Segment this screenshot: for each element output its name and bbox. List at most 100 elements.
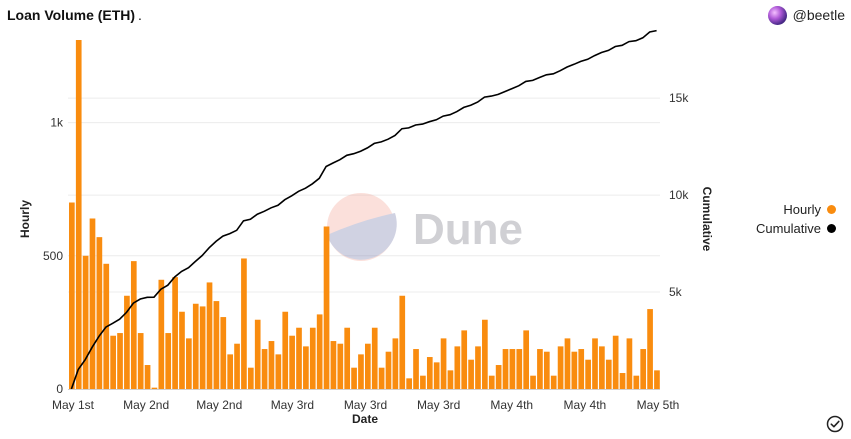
bar — [509, 349, 516, 389]
bar — [502, 349, 509, 389]
x-tick-label: May 1st — [52, 398, 95, 412]
bar — [69, 202, 75, 389]
bar — [165, 333, 172, 389]
bar — [199, 306, 206, 389]
x-tick-label: May 3rd — [344, 398, 387, 412]
bar — [337, 343, 344, 389]
bar — [564, 338, 571, 389]
bar — [413, 349, 419, 389]
dune-watermark: Dune — [327, 193, 523, 261]
bar — [599, 346, 605, 389]
y-right-tick-label: 5k — [669, 285, 683, 299]
chart-header: Loan Volume (ETH) . @beetle — [0, 0, 851, 32]
bar — [392, 338, 399, 389]
legend: Hourly Cumulative — [700, 200, 836, 238]
bar — [220, 317, 227, 389]
bar — [461, 330, 468, 389]
username: @beetle — [792, 7, 845, 23]
title-suffix: . — [138, 7, 142, 23]
bar — [578, 349, 585, 389]
bar — [571, 351, 578, 389]
bar — [550, 375, 557, 389]
bar — [612, 335, 619, 389]
bar — [130, 261, 137, 389]
bar — [468, 359, 474, 389]
bar — [647, 309, 653, 389]
cumulative-line — [70, 29, 657, 390]
bar — [365, 343, 371, 389]
bar — [303, 346, 309, 389]
bar — [488, 375, 495, 389]
bar — [633, 375, 640, 389]
y-right-tick-label: 10k — [669, 188, 689, 202]
bar — [172, 277, 178, 389]
y-left-axis-title: Hourly — [18, 200, 32, 238]
user-badge[interactable]: @beetle — [767, 5, 845, 25]
check-circle-icon[interactable] — [826, 415, 844, 433]
y-right-tick-label: 15k — [669, 91, 689, 105]
bar — [234, 343, 240, 389]
bar — [454, 346, 461, 389]
bar — [351, 367, 357, 389]
bar — [289, 335, 295, 389]
bar — [110, 335, 116, 389]
bar — [323, 226, 330, 389]
y-right-axis-title: Cumulative — [700, 187, 714, 252]
legend-item-cumulative[interactable]: Cumulative — [700, 219, 836, 238]
x-tick-label: May 4th — [564, 398, 607, 412]
bar — [124, 295, 130, 389]
bar — [557, 346, 564, 389]
bar — [358, 354, 364, 389]
y-left-tick-label: 0 — [56, 382, 63, 396]
bar — [447, 370, 454, 389]
bar — [275, 354, 282, 389]
avatar — [767, 5, 787, 25]
x-tick-label: May 2nd — [196, 398, 242, 412]
x-tick-label: May 2nd — [123, 398, 169, 412]
bar — [137, 333, 144, 389]
x-tick-label: May 3rd — [271, 398, 314, 412]
y-left-tick-label: 500 — [43, 249, 63, 263]
bar — [378, 367, 385, 389]
bar — [158, 279, 165, 389]
bar — [406, 378, 412, 389]
legend-item-hourly[interactable]: Hourly — [700, 200, 836, 219]
legend-label-cumulative: Cumulative — [755, 221, 821, 236]
bar — [482, 319, 488, 389]
bar — [309, 327, 316, 389]
bar — [151, 387, 158, 389]
bar — [495, 365, 502, 389]
bar — [241, 258, 247, 389]
bar — [144, 365, 151, 389]
x-tick-label: May 4th — [490, 398, 533, 412]
bar — [371, 327, 378, 389]
bar — [530, 375, 536, 389]
legend-dot-hourly — [827, 205, 836, 214]
bar — [640, 349, 647, 389]
bar — [619, 373, 626, 389]
bar — [247, 367, 254, 389]
x-tick-label: May 5th — [637, 398, 680, 412]
bar — [89, 218, 96, 389]
bar — [385, 351, 392, 389]
gridlines — [68, 97, 660, 293]
axes: 0 500 1k 5k 10k 15k May 1st May 2nd May 2nd May 3… — [18, 91, 714, 426]
bar — [192, 303, 199, 389]
bar — [426, 357, 433, 389]
bar — [316, 314, 323, 389]
bar — [282, 311, 289, 389]
bar — [268, 341, 275, 389]
bar — [254, 319, 261, 389]
bar — [179, 311, 185, 389]
x-tick-label: May 3rd — [417, 398, 460, 412]
x-axis-title: Date — [352, 412, 378, 426]
bar — [261, 349, 268, 389]
legend-label-hourly: Hourly — [783, 202, 821, 217]
bar — [523, 330, 530, 389]
bar — [296, 327, 302, 389]
bar — [516, 349, 523, 389]
bar — [206, 282, 213, 389]
chart-title: Loan Volume (ETH) — [7, 7, 136, 23]
bar — [475, 346, 481, 389]
